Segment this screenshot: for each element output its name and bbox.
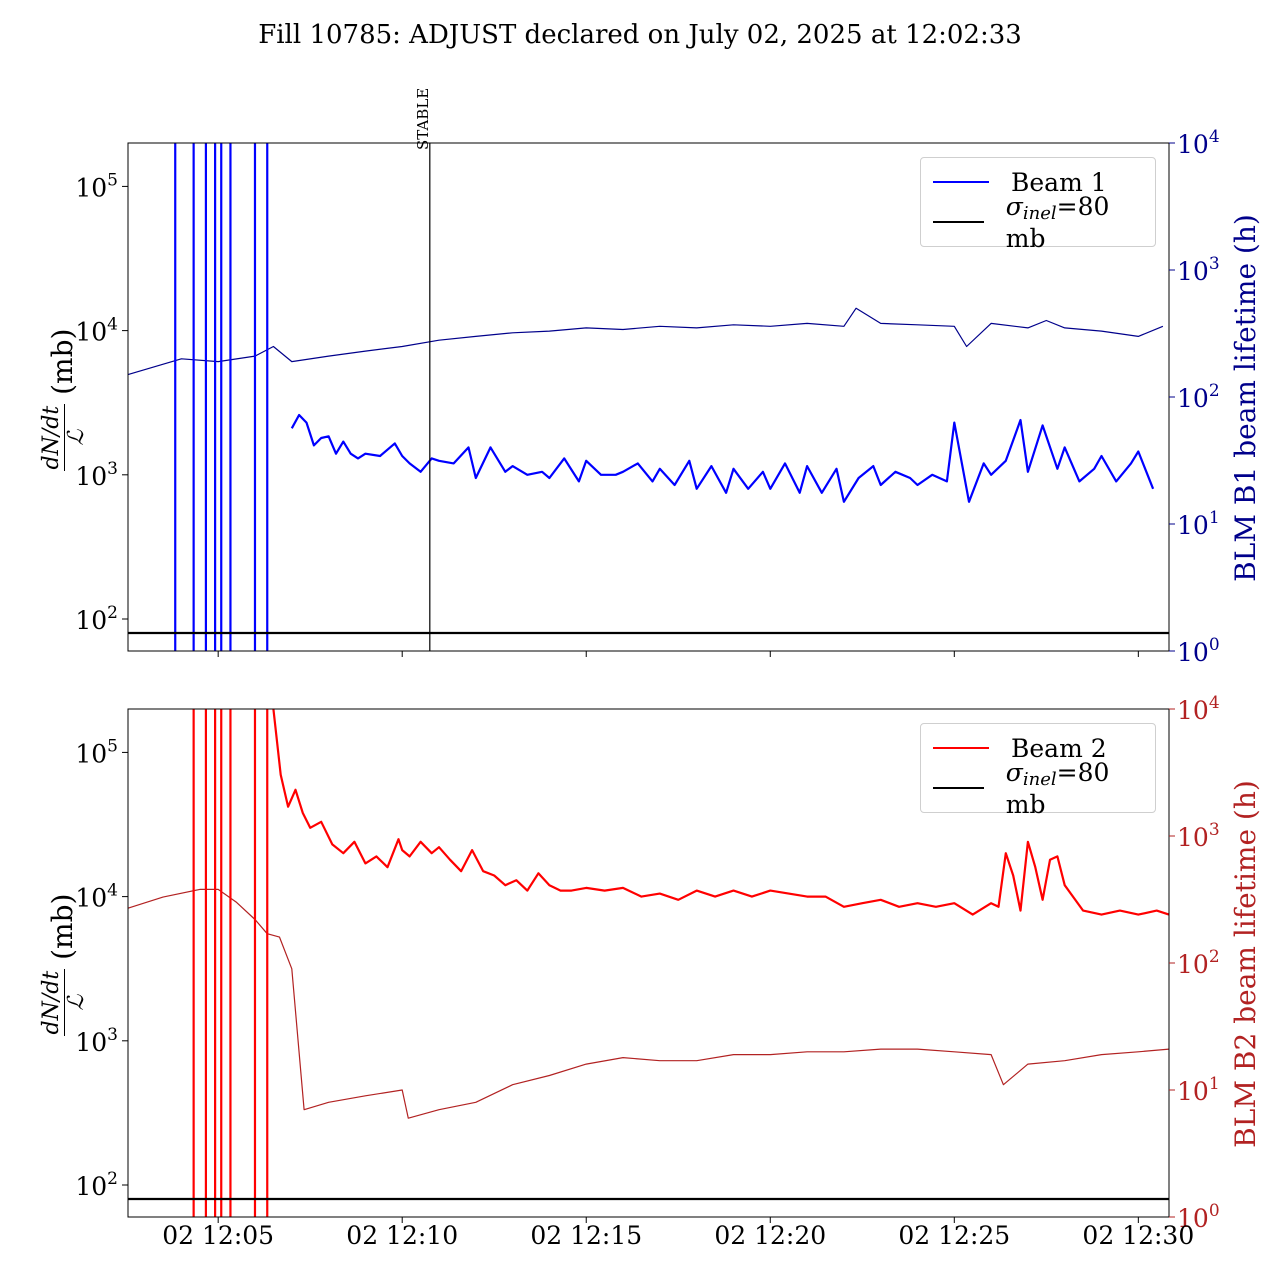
legend-swatch-beam2 bbox=[933, 747, 989, 749]
top-left-ylabel: dN/dt ℒ (mb) bbox=[39, 315, 90, 485]
top-right-tick-label: 103 bbox=[1177, 254, 1220, 286]
legend-item-sigma-2: σinel=80 mb bbox=[933, 758, 1143, 819]
legend-label-sigma: σinel=80 mb bbox=[1005, 191, 1110, 253]
legend-swatch-sigma-2 bbox=[933, 787, 984, 789]
legend-label-beam1: Beam 1 bbox=[1011, 167, 1107, 197]
legend-item-beam1: Beam 1 bbox=[933, 162, 1143, 202]
bottom-series-lifetime-line bbox=[127, 888, 1170, 1119]
top-ylabel-fraction: dN/dt ℒ bbox=[39, 403, 90, 472]
bottom-right-tick-label: 102 bbox=[1177, 947, 1220, 979]
legend-swatch-sigma bbox=[933, 221, 984, 223]
top-right-tick-label: 104 bbox=[1177, 127, 1220, 159]
top-left-tick-label: 102 bbox=[75, 603, 118, 635]
legend-label-sigma-2: σinel=80 mb bbox=[1005, 757, 1110, 819]
bottom-ylabel-num: dN/dt bbox=[39, 968, 66, 1037]
bottom-ylabel-unit: (mb) bbox=[46, 893, 80, 960]
x-tick-label: 02 12:30 bbox=[1082, 1221, 1194, 1250]
legend-item-sigma: σinel=80 mb bbox=[933, 192, 1143, 253]
top-right-tick-label: 101 bbox=[1177, 508, 1220, 540]
legend-label-beam2: Beam 2 bbox=[1011, 733, 1107, 763]
figure-title: Fill 10785: ADJUST declared on July 02, … bbox=[258, 20, 1022, 50]
bottom-left-tick-label: 105 bbox=[75, 736, 118, 768]
bottom-left-tick-label: 104 bbox=[75, 881, 118, 913]
bottom-left-ylabel: dN/dt ℒ (mb) bbox=[39, 880, 90, 1050]
stable-marker-label: STABLE bbox=[414, 87, 432, 150]
bottom-right-ylabel: BLM B2 beam lifetime (h) bbox=[1229, 780, 1262, 1148]
legend-top: Beam 1 σinel=80 mb bbox=[920, 157, 1156, 253]
top-right-ylabel: BLM B1 beam lifetime (h) bbox=[1229, 214, 1262, 582]
legend-swatch-beam1 bbox=[933, 181, 989, 183]
x-tick-label: 02 12:05 bbox=[162, 1221, 274, 1250]
legend-item-beam2: Beam 2 bbox=[933, 728, 1143, 768]
top-ylabel-den: ℒ bbox=[64, 429, 90, 446]
top-left-tick-label: 104 bbox=[75, 315, 118, 347]
top-series-lifetime-line bbox=[127, 307, 1164, 376]
top-left-tick-label: 105 bbox=[75, 170, 118, 202]
x-tick-label: 02 12:20 bbox=[714, 1221, 826, 1250]
bottom-right-tick-label: 104 bbox=[1177, 693, 1220, 725]
bottom-series-beam-line bbox=[272, 708, 1170, 916]
x-tick-label: 02 12:10 bbox=[346, 1221, 458, 1250]
bottom-ylabel-den: ℒ bbox=[64, 994, 90, 1011]
top-right-tick-label: 102 bbox=[1177, 381, 1220, 413]
bottom-left-tick-label: 103 bbox=[75, 1025, 118, 1057]
bottom-ylabel-fraction: dN/dt ℒ bbox=[39, 968, 90, 1037]
bottom-right-tick-label: 100 bbox=[1177, 1201, 1220, 1233]
bottom-left-tick-label: 102 bbox=[75, 1169, 118, 1201]
x-tick-label: 02 12:15 bbox=[530, 1221, 642, 1250]
bottom-right-tick-label: 103 bbox=[1177, 820, 1220, 852]
x-tick-label: 02 12:25 bbox=[898, 1221, 1010, 1250]
legend-bottom: Beam 2 σinel=80 mb bbox=[920, 723, 1156, 819]
top-series-beam-line bbox=[290, 413, 1155, 503]
top-right-tick-label: 100 bbox=[1177, 635, 1220, 667]
top-ylabel-num: dN/dt bbox=[39, 403, 66, 472]
top-ylabel-unit: (mb) bbox=[46, 328, 80, 395]
bottom-right-tick-label: 101 bbox=[1177, 1074, 1220, 1106]
top-left-tick-label: 103 bbox=[75, 459, 118, 491]
